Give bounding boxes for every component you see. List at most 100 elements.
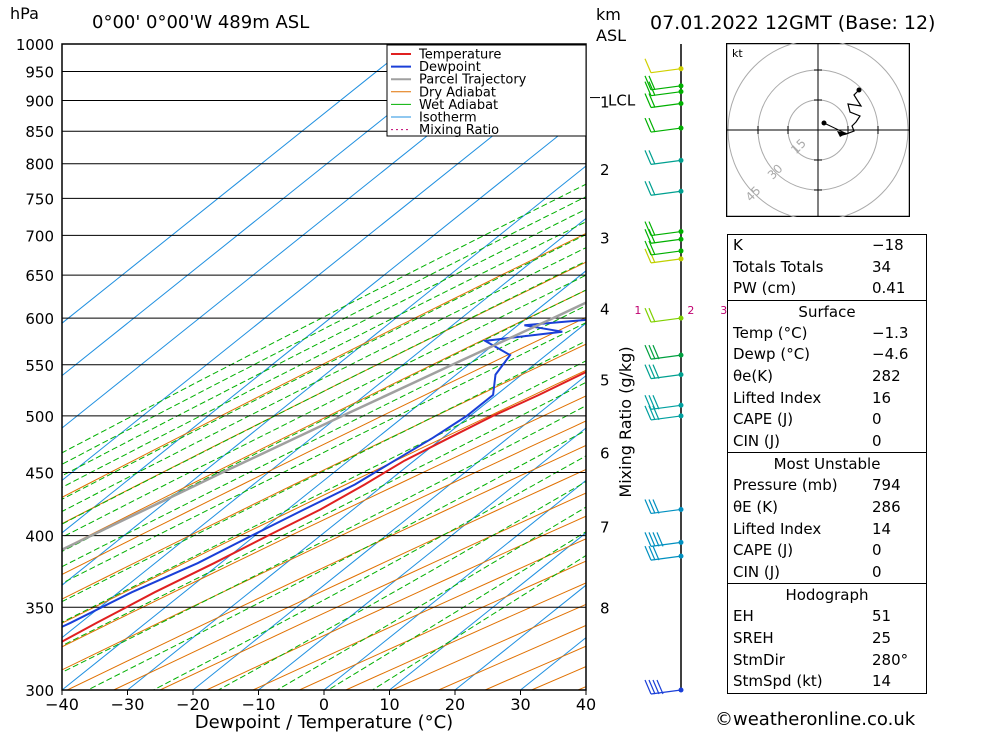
x-tick-label: 30 [510,695,530,714]
wind-barb-feather [644,499,652,514]
temperature-trace [62,370,586,643]
hodograph-point [856,87,862,93]
dry-adiabat-line [62,420,586,671]
most-unstable-label: CAPE (J) [733,541,794,560]
legend-entry: Temperature [418,48,501,63]
surface-row: Dewp (°C) −4.6 [728,344,926,366]
surface-title: Surface [798,302,856,321]
wind-barb-feather [652,395,660,410]
x-tick-label: −10 [242,695,276,714]
wet-adiabat-line [62,360,586,623]
mixing-ratio-label: 2 [687,304,694,317]
wind-barb-feather [648,307,656,323]
hpa-label: hPa [10,4,39,23]
mixing-ratio-label: 3 [720,304,727,317]
wind-barb [650,404,682,410]
location-label: 0°00' 0°00'W 489m ASL [92,12,310,33]
wind-barb-feather [644,364,652,379]
copyright-link[interactable]: ©weatheronline.co.uk [715,709,916,730]
wind-barb [650,541,682,547]
wind-barb [650,689,682,695]
hodograph-stats-value: 25 [872,628,892,647]
pressure-tick-label: 300 [25,682,54,700]
surface-row: Lifted Index 16 [728,388,926,410]
wet-adiabat-line [218,480,586,690]
isotherm-line [258,427,586,690]
wind-barb [650,250,682,256]
wind-barb [650,317,682,323]
most-unstable-value: 0 [872,541,882,560]
hodograph-storm-marker [837,131,847,137]
wind-barb-feather [648,150,656,165]
surface-value: 282 [872,366,901,385]
dry-adiabat-line [62,289,586,550]
wind-barb [650,102,682,109]
index-value: 0.41 [872,279,906,298]
isotherm-line [323,479,586,690]
surface-label: θe(K) [733,366,773,385]
most-unstable-row: Lifted Index 14 [728,519,926,541]
wet-adiabat-line [87,429,586,690]
wind-barb-feather [644,240,652,256]
x-tick-label: 20 [445,695,465,714]
wind-barb-feather [648,221,656,236]
surface-label: CAPE (J) [733,410,794,429]
hodograph-stats-label: StmSpd (kt) [733,672,823,691]
isotherm-line [62,270,586,690]
hodograph-stats-value: 14 [872,672,892,691]
indices-panel: K −18 Totals Totals 34 PW (cm) 0.41 Surface… [727,234,927,694]
hodograph-unit: kt [732,47,743,60]
index-value: 34 [872,257,892,276]
dry-adiabat-line [62,343,586,600]
wind-barb-feather [652,364,660,379]
wind-barb [650,354,682,360]
hodograph: kt 15 30 45 [726,43,910,217]
index-label: Totals Totals [733,257,824,276]
km-tick-label: 3 [600,230,610,248]
most-unstable-value: 0 [872,562,882,581]
pressure-tick-label: 900 [25,93,54,111]
dry-adiabat-line [67,444,586,690]
surface-row: CIN (J) 0 [728,431,926,453]
hodograph-stats-value: 51 [872,607,892,626]
dewpoint-trace [62,318,586,628]
surface-row: CAPE (J) 0 [728,409,926,431]
pressure-tick-label: 400 [25,528,54,546]
wind-barb [650,238,682,244]
hodograph-stats-label: StmDir [733,650,785,669]
wet-adiabat-line [62,381,586,647]
pressure-tick-label: 750 [25,190,54,208]
wind-barb-feather [644,117,652,133]
isotherm-line [62,217,586,639]
wind-barb-feather [648,117,656,133]
most-unstable-label: θE (K) [733,497,778,516]
surface-value: 0 [872,410,882,429]
datetime-label: 07.01.2022 12GMT (Base: 12) [650,12,936,34]
wind-barb [650,555,682,561]
parcel-trace [62,301,586,552]
index-row: PW (cm) 0.41 [728,278,926,300]
wind-barb [650,190,682,196]
pressure-tick-label: 850 [25,123,54,141]
wind-level-dot [678,125,684,131]
surface-value: −1.3 [872,323,909,342]
dry-adiabat-line [62,369,586,624]
wind-barb-feather [644,75,652,91]
pressure-tick-label: 700 [25,227,54,245]
hodograph-point [821,120,827,126]
pressure-tick-label: 550 [25,357,54,375]
legend-entry: Dewpoint [419,60,481,75]
legend-entry: Mixing Ratio [419,123,499,138]
wind-barb-feather [648,81,656,96]
x-tick-label: 0 [319,695,329,714]
wind-barb [650,159,682,165]
km-tick-label: 4 [600,300,610,318]
index-label: PW (cm) [733,279,797,298]
surface-value: 16 [872,388,892,407]
most-unstable-row: θE (K) 286 [728,497,926,519]
mixing-ratio-label: 1 [634,304,641,317]
wind-barb-feather [656,679,664,695]
wind-barb-feather [644,307,652,323]
wind-barb-feather [644,679,652,695]
